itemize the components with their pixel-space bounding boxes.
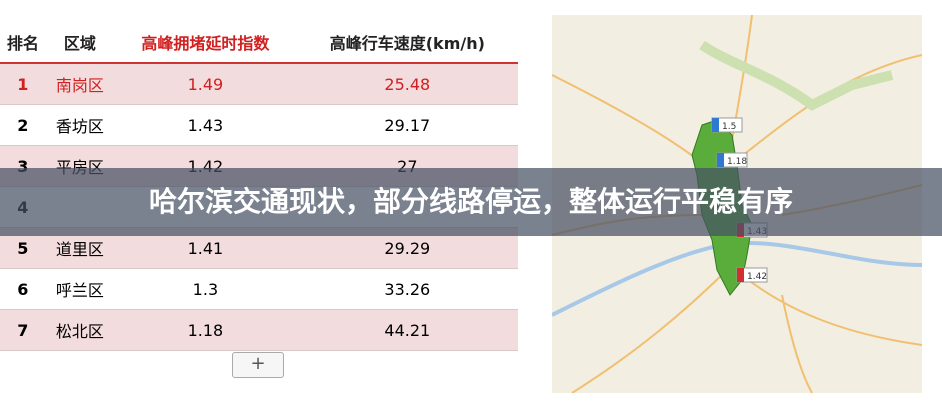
table-cell: 南岗区 [45, 63, 115, 105]
table-cell: 33.26 [296, 268, 518, 310]
label-icon [712, 118, 719, 132]
table-cell: 1.49 [114, 63, 297, 105]
table-row: 1 南岗区 1.49 25.48 [0, 63, 518, 105]
table-row: 6 呼兰区 1.3 33.26 [0, 268, 518, 310]
table-cell: 29.17 [296, 104, 518, 146]
header-cell: 排名 [0, 22, 46, 64]
green-area [699, 40, 894, 111]
table-cell: 7 [0, 309, 46, 351]
header-cell: 高峰拥堵延时指数 [114, 22, 297, 64]
map-label: 1.5 [722, 122, 736, 132]
header-cell: 区域 [45, 22, 115, 64]
map-label: 1.18 [727, 157, 747, 167]
table-cell: 2 [0, 104, 46, 146]
table-cell: 1 [0, 63, 46, 105]
add-button[interactable]: + [232, 352, 284, 378]
table-cell: 1.18 [114, 309, 297, 351]
table-cell: 1.3 [114, 268, 297, 310]
table-cell: 呼兰区 [45, 268, 115, 310]
table-row: 7 松北区 1.18 44.21 [0, 309, 518, 351]
map-label: 1.42 [747, 272, 767, 282]
label-icon [737, 268, 744, 282]
header-row: 排名 区域 高峰拥堵延时指数 高峰行车速度(km/h) [0, 22, 518, 64]
table-cell: 1.43 [114, 104, 297, 146]
table-cell: 香坊区 [45, 104, 115, 146]
table-row: 2 香坊区 1.43 29.17 [0, 104, 518, 146]
header-cell: 高峰行车速度(km/h) [296, 22, 518, 64]
headline-banner: 哈尔滨交通现状，部分线路停运，整体运行平稳有序 [0, 168, 942, 236]
table-cell: 44.21 [296, 309, 518, 351]
label-icon [717, 153, 724, 167]
table-cell: 松北区 [45, 309, 115, 351]
table-cell: 6 [0, 268, 46, 310]
table-cell: 25.48 [296, 63, 518, 105]
